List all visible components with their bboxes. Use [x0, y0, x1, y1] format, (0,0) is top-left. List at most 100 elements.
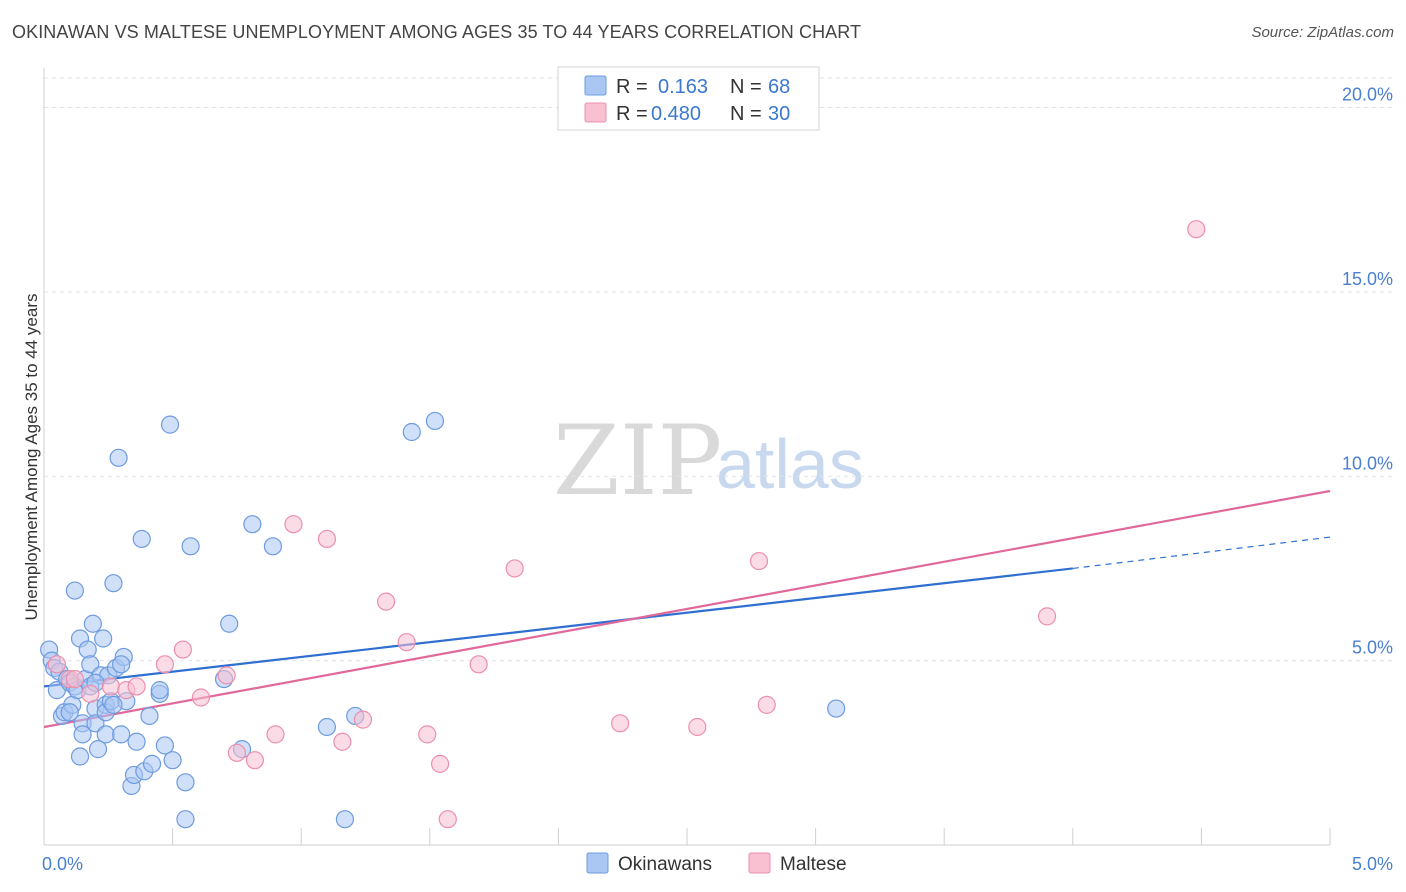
trend-lines	[43, 489, 1331, 729]
y-axis-title: Unemployment Among Ages 35 to 44 years	[22, 294, 41, 621]
okinawans-point	[109, 448, 128, 467]
okinawans-point	[176, 810, 195, 829]
legend-r-value-2: 0.480	[651, 103, 701, 125]
okinawans-point	[263, 537, 283, 556]
maltese-trend-line	[43, 489, 1331, 729]
okinawans-point	[83, 614, 102, 633]
maltese-point	[284, 515, 303, 534]
maltese-point	[101, 677, 120, 696]
watermark-atlas: atlas	[716, 425, 864, 503]
okinawans-point	[127, 732, 146, 751]
y-tick-label: 5.0%	[1352, 638, 1393, 658]
bottom-legend-maltese: Maltese	[780, 854, 847, 875]
y-tick-label: 15.0%	[1342, 269, 1393, 289]
maltese-point	[173, 640, 192, 659]
legend-n-label-2: N =	[730, 103, 762, 125]
legend-n-value-2: 30	[768, 103, 790, 125]
maltese-point	[505, 559, 524, 578]
bottom-legend-swatch-okinawans	[586, 852, 609, 874]
maltese-point	[611, 714, 630, 733]
okinawans-point	[140, 706, 159, 726]
okinawans-point	[335, 810, 355, 829]
okinawans-point	[160, 415, 180, 434]
data-points	[40, 220, 1206, 829]
maltese-point	[217, 666, 236, 685]
maltese-point	[155, 655, 174, 674]
okinawans-trend-line	[43, 567, 1073, 688]
watermark-zip: ZIP	[553, 405, 722, 517]
legend-r-label-1: R =	[616, 76, 648, 98]
maltese-point	[333, 732, 352, 751]
maltese-point	[127, 677, 146, 696]
maltese-point	[227, 743, 246, 762]
legend-n-label-1: N =	[730, 76, 762, 98]
bottom-legend-okinawans: Okinawans	[618, 854, 712, 875]
maltese-point	[397, 633, 416, 652]
y-tick-label: 10.0%	[1342, 453, 1393, 473]
okinawans-point	[150, 681, 169, 700]
maltese-point	[376, 592, 396, 611]
maltese-point	[1187, 220, 1206, 239]
okinawans-point	[104, 695, 123, 714]
maltese-point	[469, 655, 488, 674]
x-tick-label-min: 0.0%	[42, 854, 83, 874]
okinawans-trend-extension	[1072, 536, 1331, 570]
legend-n-value-1: 68	[768, 76, 790, 98]
correlation-legend: R = 0.163 N = 68 R = 0.480 N = 30	[557, 66, 820, 131]
okinawans-point	[220, 614, 239, 633]
maltese-point	[749, 551, 769, 571]
okinawans-point	[163, 751, 182, 770]
legend-swatch-okinawans	[584, 75, 607, 96]
okinawans-point	[402, 422, 421, 442]
maltese-point	[438, 810, 457, 829]
legend-swatch-maltese	[584, 102, 607, 123]
okinawans-point	[425, 411, 445, 431]
okinawans-point	[243, 515, 262, 534]
series-legend: Okinawans Maltese	[586, 852, 847, 875]
okinawans-point	[78, 640, 97, 659]
okinawans-point	[104, 574, 123, 593]
maltese-point	[245, 751, 265, 770]
maltese-point	[1037, 607, 1057, 626]
maltese-point	[418, 725, 437, 744]
y-tick-label: 20.0%	[1342, 85, 1393, 105]
okinawans-point	[181, 537, 200, 556]
x-tick-label-max: 5.0%	[1352, 854, 1393, 874]
okinawans-point	[88, 740, 108, 759]
maltese-point	[65, 669, 84, 689]
chart-title: OKINAWAN VS MALTESE UNEMPLOYMENT AMONG A…	[12, 22, 862, 42]
okinawans-point	[81, 655, 100, 674]
okinawans-point	[317, 717, 337, 737]
okinawans-point	[142, 754, 162, 773]
maltese-point	[266, 725, 285, 744]
axes	[43, 68, 1331, 846]
okinawans-point	[94, 629, 113, 648]
okinawans-point	[176, 773, 195, 792]
maltese-point	[757, 695, 776, 714]
okinawans-point	[112, 655, 131, 674]
maltese-point	[81, 684, 100, 703]
maltese-point	[317, 529, 337, 549]
okinawans-point	[70, 747, 90, 766]
grid-lines	[44, 77, 1392, 662]
maltese-point	[191, 688, 210, 707]
okinawans-point	[155, 736, 174, 755]
y-tick-labels: 5.0% 10.0% 15.0% 20.0%	[1342, 85, 1393, 658]
legend-r-value-1: 0.163	[658, 76, 708, 98]
okinawans-point	[132, 529, 151, 549]
okinawans-point	[96, 725, 115, 744]
maltese-point	[430, 754, 450, 773]
maltese-point	[47, 655, 66, 674]
okinawans-point	[60, 703, 79, 722]
legend-r-label-2: R =	[616, 103, 648, 125]
okinawans-point	[86, 714, 105, 733]
maltese-point	[688, 717, 707, 737]
bottom-legend-swatch-maltese	[748, 852, 771, 874]
maltese-point	[353, 710, 373, 729]
okinawans-point	[73, 725, 92, 744]
okinawans-point	[827, 699, 846, 718]
okinawans-point	[112, 725, 131, 744]
source-label: Source: ZipAtlas.com	[1251, 24, 1394, 41]
okinawans-point	[65, 581, 84, 600]
